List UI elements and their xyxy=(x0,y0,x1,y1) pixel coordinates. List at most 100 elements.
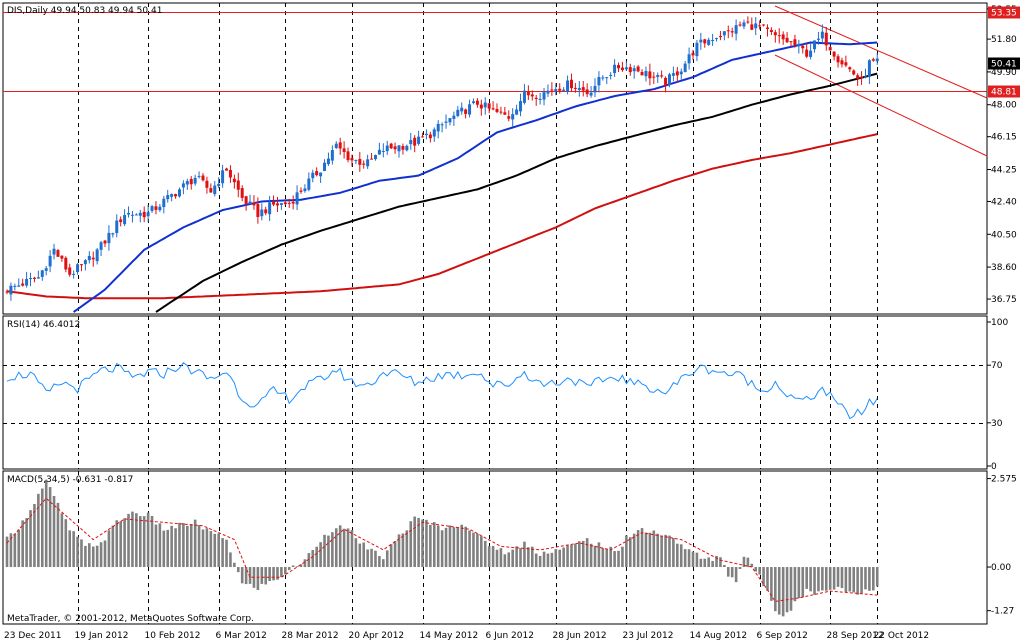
trend-channel-lower[interactable] xyxy=(774,54,988,157)
macd-bar xyxy=(13,533,17,568)
macd-bar xyxy=(656,533,660,568)
candle-body xyxy=(526,91,530,96)
candle-body xyxy=(840,60,844,65)
bear-candle xyxy=(836,54,840,68)
bear-candle xyxy=(805,42,809,59)
candle-body xyxy=(393,146,397,150)
bear-candle xyxy=(428,131,432,143)
bull-candle xyxy=(734,19,738,41)
candle-body xyxy=(252,202,256,206)
bull-candle xyxy=(162,195,166,214)
macd-bar xyxy=(515,546,518,568)
candle-body xyxy=(436,123,440,132)
bear-candle xyxy=(581,80,585,97)
candle-body xyxy=(232,178,236,183)
bear-candle xyxy=(691,49,695,61)
macd-bar xyxy=(828,567,832,590)
macd-bar xyxy=(236,567,240,573)
macd-bar xyxy=(558,549,562,568)
current-price-box xyxy=(988,57,1020,70)
macd-bar xyxy=(260,567,264,584)
candle-body xyxy=(456,109,460,116)
macd-bar xyxy=(750,563,754,568)
candle-body xyxy=(671,73,675,76)
copyright-footer: MetaTrader, © 2001-2012, MetaQuotes Soft… xyxy=(7,614,254,624)
candle-body xyxy=(338,142,342,149)
bull-candle xyxy=(715,37,719,42)
macd-bar xyxy=(664,534,667,568)
macd-bar xyxy=(84,545,87,568)
candle-body xyxy=(617,65,621,69)
bear-candle xyxy=(746,16,750,24)
bear-candle xyxy=(32,276,36,283)
candle-body xyxy=(636,66,640,72)
bear-candle xyxy=(342,141,346,159)
candle-body xyxy=(464,109,468,114)
bear-candle xyxy=(769,27,773,36)
candle-body xyxy=(515,109,519,115)
bear-candle xyxy=(142,206,146,223)
bull-candle xyxy=(319,172,323,183)
candle-body xyxy=(68,267,72,275)
macd-bar xyxy=(197,525,201,568)
ma-fast-line xyxy=(73,41,878,313)
macd-bar xyxy=(695,552,699,568)
macd-bar xyxy=(660,535,663,568)
candle-body xyxy=(624,67,628,70)
bull-candle xyxy=(44,265,48,276)
bear-candle xyxy=(283,199,287,206)
candle-body xyxy=(695,42,699,57)
macd-bar xyxy=(813,567,816,595)
bull-candle xyxy=(656,72,660,83)
candle-body xyxy=(809,50,813,57)
macd-bar xyxy=(142,516,146,568)
candle-body xyxy=(346,151,350,161)
macd-bar xyxy=(76,536,79,568)
candlestick-series xyxy=(5,16,879,301)
macd-bar xyxy=(303,559,307,568)
bull-candle xyxy=(279,202,283,210)
candle-body xyxy=(256,204,260,217)
date-tick-label: 10 Feb 2012 xyxy=(145,631,201,641)
macd-bar xyxy=(797,567,801,599)
bull-candle xyxy=(311,169,315,183)
macd-bar xyxy=(527,547,530,568)
macd-bar xyxy=(284,567,287,575)
bull-candle xyxy=(217,177,221,189)
macd-bar xyxy=(672,538,675,568)
rsi-panel-frame xyxy=(2,315,988,470)
candle-body xyxy=(789,41,793,43)
bear-candle xyxy=(781,31,785,45)
candle-body xyxy=(479,104,483,109)
candle-body xyxy=(569,79,573,89)
date-tick-label: 20 Apr 2012 xyxy=(349,631,405,641)
macd-bar xyxy=(221,538,224,568)
macd-bar xyxy=(824,567,828,591)
current-price-marker: 50.41 xyxy=(988,57,1020,70)
candle-body xyxy=(707,39,711,45)
bull-candle xyxy=(460,102,464,115)
bull-candle xyxy=(29,272,33,287)
macd-bar xyxy=(793,567,797,602)
bear-candle xyxy=(154,201,158,215)
macd-bar xyxy=(72,531,75,568)
trend-channel-upper[interactable] xyxy=(774,5,988,99)
candle-body xyxy=(103,240,107,244)
candle-body xyxy=(366,159,370,167)
horizontal-levels[interactable]: 53.35 48.81 xyxy=(3,6,1020,98)
macd-bar xyxy=(585,538,589,568)
macd-bar xyxy=(95,545,99,568)
candle-body xyxy=(691,52,695,56)
macd-bar xyxy=(48,487,52,568)
candle-body xyxy=(174,194,178,197)
date-tick-label: 6 Jun 2012 xyxy=(486,631,534,641)
bull-candle xyxy=(221,164,225,188)
bear-candle xyxy=(464,108,468,119)
bull-candle xyxy=(542,87,546,106)
trend-channel[interactable] xyxy=(774,5,988,157)
bear-candle xyxy=(840,57,844,68)
bull-candle xyxy=(707,37,711,46)
candle-body xyxy=(511,114,515,120)
date-tick-label: 28 Sep 2012 xyxy=(827,631,884,641)
bear-candle xyxy=(244,195,248,211)
